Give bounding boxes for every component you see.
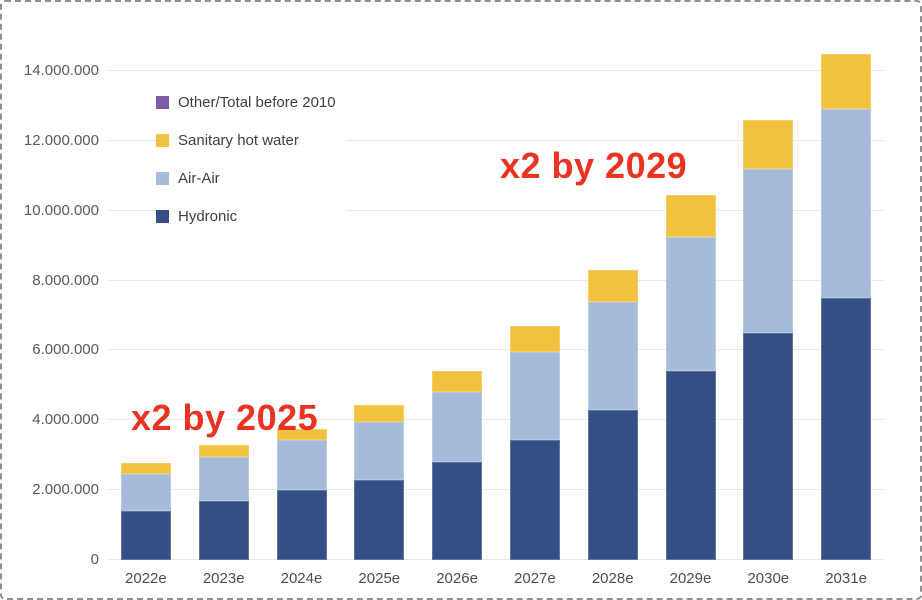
bar-segment-hydronic-2028e: [587, 409, 638, 560]
legend-item-air-air: Air-Air: [156, 168, 346, 188]
bar-segment-sanitary-hot-water-2024e: [276, 429, 327, 440]
x-axis-tick-label: 2031e: [825, 570, 867, 587]
bar-segment-hydronic-2029e: [665, 371, 716, 560]
bar-segment-sanitary-hot-water-2022e: [120, 463, 171, 475]
gridline: [107, 279, 885, 281]
annotation-x2-by-2029: x2 by 2029: [500, 145, 688, 186]
bar-segment-sanitary-hot-water-2028e: [587, 270, 638, 302]
bar-segment-hydronic-2022e: [120, 511, 171, 560]
gridline: [107, 419, 885, 421]
y-axis-tick-label: 2.000.000: [32, 481, 99, 499]
bar-segment-hydronic-2026e: [432, 462, 483, 560]
legend-label: Sanitary hot water: [178, 131, 299, 149]
bar-segment-air-air-2028e: [587, 301, 638, 410]
legend-swatch: [156, 95, 169, 109]
legend-swatch: [156, 209, 169, 223]
bar-segment-air-air-2031e: [821, 109, 872, 298]
bar-segment-sanitary-hot-water-2025e: [354, 404, 405, 422]
bar-segment-hydronic-2025e: [354, 479, 405, 560]
legend: Other/Total before 2010 Sanitary hot wate…: [156, 92, 346, 244]
legend-item-other-total-before-2010: Other/Total before 2010: [156, 92, 346, 112]
bar-segment-air-air-2026e: [432, 392, 483, 463]
y-axis-tick-label: 0: [90, 551, 99, 568]
gridline: [107, 489, 885, 491]
x-axis-tick-label: 2022e: [125, 570, 167, 587]
gridline: [107, 139, 885, 141]
y-axis-tick-label: 12.000.000: [23, 131, 99, 149]
bar-segment-sanitary-hot-water-2026e: [432, 371, 483, 393]
bar-segment-air-air-2029e: [665, 236, 716, 372]
legend-item-sanitary-hot-water: Sanitary hot water: [156, 130, 346, 150]
legend-label: Hydronic: [178, 207, 238, 225]
legend-swatch: [156, 171, 169, 185]
y-axis-tick-label: 14.000.000: [23, 62, 99, 79]
y-axis-tick-label: 4.000.000: [32, 411, 99, 429]
legend-label: Other/Total before 2010: [178, 93, 336, 111]
y-axis-tick-label: 8.000.000: [32, 271, 99, 289]
bar-segment-air-air-2025e: [354, 422, 405, 480]
bar-segment-sanitary-hot-water-2023e: [198, 444, 249, 457]
bar-segment-air-air-2024e: [276, 439, 327, 491]
gridline: [107, 209, 885, 211]
x-axis-tick-label: 2023e: [202, 570, 245, 587]
y-axis-tick-label: 10.000.000: [23, 201, 99, 219]
gridline: [107, 70, 885, 71]
bar-segment-hydronic-2027e: [509, 439, 560, 560]
bar-segment-sanitary-hot-water-2030e: [743, 119, 794, 169]
bar-segment-sanitary-hot-water-2031e: [821, 53, 872, 110]
bar-segment-air-air-2030e: [743, 168, 794, 333]
x-axis-tick-label: 2027e: [514, 570, 556, 587]
bar-segment-hydronic-2024e: [276, 490, 327, 560]
x-axis-tick-label: 2026e: [436, 570, 478, 587]
gridline: [107, 349, 885, 351]
legend-item-hydronic: Hydronic: [156, 206, 346, 226]
y-axis-tick-label: 6.000.000: [32, 341, 99, 359]
bar-segment-air-air-2022e: [120, 474, 171, 512]
plot-area: [107, 42, 885, 560]
x-axis-tick-label: 2029e: [669, 570, 712, 587]
legend-swatch: [156, 133, 169, 147]
bar-segment-hydronic-2031e: [821, 298, 872, 560]
bar-segment-air-air-2027e: [509, 352, 560, 440]
annotation-x2-by-2025: x2 by 2025: [131, 397, 319, 438]
gridline: [107, 559, 885, 560]
x-axis-tick-label: 2030e: [747, 570, 790, 587]
bar-segment-hydronic-2030e: [743, 333, 794, 560]
bar-segment-sanitary-hot-water-2029e: [665, 195, 716, 237]
bar-segment-hydronic-2023e: [198, 500, 249, 560]
x-axis-tick-label: 2024e: [280, 570, 323, 587]
legend-label: Air-Air: [178, 169, 220, 187]
x-axis-tick-label: 2025e: [358, 570, 401, 587]
x-axis-tick-label: 2028e: [591, 570, 634, 587]
bar-segment-sanitary-hot-water-2027e: [509, 326, 560, 353]
bar-segment-air-air-2023e: [198, 456, 249, 501]
